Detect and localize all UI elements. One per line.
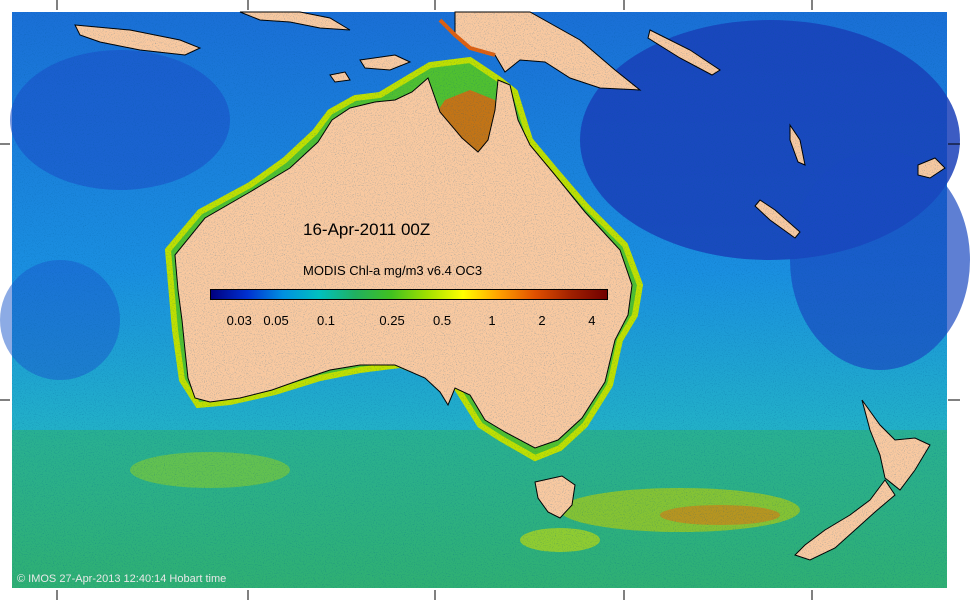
date-label: 16-Apr-2011 00Z — [303, 220, 431, 239]
copyright-label: © IMOS 27-Apr-2013 12:40:14 Hobart time — [17, 573, 227, 585]
colorbar-tick-label: 2 — [538, 313, 546, 328]
southern-bloom — [130, 452, 290, 488]
southern-bloom — [520, 528, 600, 552]
colorbar-title: MODIS Chl-a mg/m3 v6.4 OC3 — [303, 263, 483, 278]
colorbar-tick-label: 0.5 — [432, 313, 452, 328]
colorbar-tick-label: 0.1 — [316, 313, 336, 328]
southern-bloom — [660, 505, 780, 525]
deep-ocean-patch — [0, 260, 120, 380]
colorbar-tick-label: 0.25 — [379, 313, 405, 328]
colorbar-tick-label: 0.05 — [263, 313, 289, 328]
colorbar — [210, 289, 608, 300]
colorbar-tick-label: 4 — [588, 313, 596, 328]
deep-ocean-patch — [10, 50, 230, 190]
deep-ocean-patch — [790, 150, 970, 370]
colorbar-tick-label: 0.03 — [226, 313, 252, 328]
colorbar-tick-label: 1 — [488, 313, 496, 328]
southern-ocean-band — [12, 430, 947, 588]
